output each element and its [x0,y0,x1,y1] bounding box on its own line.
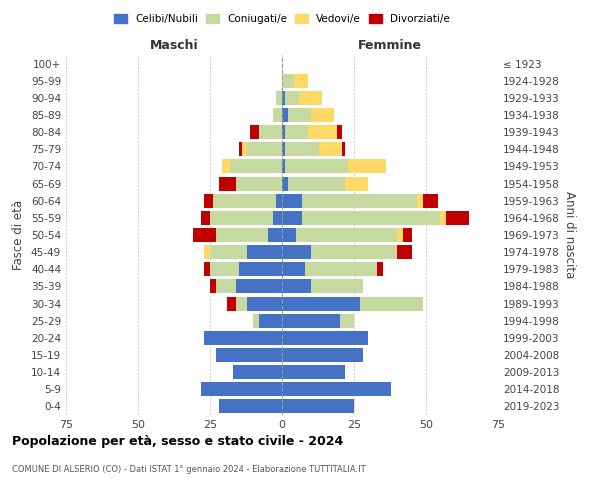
Bar [288,108,311,122]
Bar [276,194,282,207]
Bar [285,160,348,173]
Bar [210,245,247,259]
Bar [210,211,274,225]
Bar [282,382,391,396]
Bar [423,194,437,207]
Bar [282,296,360,310]
Text: Maschi: Maschi [149,38,199,52]
Bar [299,91,322,105]
Bar [282,125,285,139]
Bar [204,262,210,276]
Bar [282,211,302,225]
Text: Popolazione per età, sesso e stato civile - 2024: Popolazione per età, sesso e stato civil… [12,435,343,448]
Bar [282,160,285,173]
Legend: Celibi/Nubili, Coniugati/e, Vedovi/e, Divorziati/e: Celibi/Nubili, Coniugati/e, Vedovi/e, Di… [110,10,454,29]
Bar [311,245,397,259]
Bar [296,228,397,242]
Bar [285,142,319,156]
Bar [239,262,282,276]
Bar [236,296,247,310]
Bar [282,142,285,156]
Bar [293,74,308,88]
Bar [282,108,288,122]
Bar [239,142,242,156]
Bar [210,280,216,293]
Bar [282,74,293,88]
Bar [282,228,296,242]
Bar [340,314,354,328]
Bar [282,365,346,379]
Bar [302,211,440,225]
Bar [213,194,276,207]
Bar [282,280,311,293]
Y-axis label: Fasce di età: Fasce di età [13,200,25,270]
Bar [305,262,377,276]
Bar [242,142,247,156]
Bar [253,314,259,328]
Bar [202,382,282,396]
Bar [204,245,210,259]
Bar [302,194,418,207]
Bar [311,108,334,122]
Bar [319,142,343,156]
Bar [250,125,259,139]
Bar [397,245,412,259]
Bar [230,160,282,173]
Bar [285,91,299,105]
Bar [403,228,412,242]
Bar [274,211,282,225]
Bar [288,176,346,190]
Text: COMUNE DI ALSERIO (CO) - Dati ISTAT 1° gennaio 2024 - Elaborazione TUTTITALIA.IT: COMUNE DI ALSERIO (CO) - Dati ISTAT 1° g… [12,465,365,474]
Bar [282,400,354,413]
Bar [440,211,446,225]
Bar [343,142,346,156]
Bar [218,176,236,190]
Bar [247,245,282,259]
Bar [348,160,386,173]
Bar [418,194,423,207]
Bar [204,331,282,345]
Bar [216,228,268,242]
Bar [282,194,302,207]
Bar [247,142,282,156]
Bar [282,176,288,190]
Bar [218,400,282,413]
Bar [274,108,282,122]
Bar [216,348,282,362]
Bar [337,125,343,139]
Bar [259,314,282,328]
Bar [268,228,282,242]
Bar [247,296,282,310]
Bar [308,125,337,139]
Bar [202,211,210,225]
Bar [397,228,403,242]
Bar [204,194,213,207]
Bar [360,296,423,310]
Bar [227,296,236,310]
Bar [259,125,282,139]
Bar [282,348,362,362]
Bar [210,262,239,276]
Bar [285,125,308,139]
Bar [446,211,469,225]
Bar [233,365,282,379]
Bar [282,91,285,105]
Bar [282,245,311,259]
Bar [282,262,305,276]
Bar [221,160,230,173]
Bar [276,91,282,105]
Bar [282,331,368,345]
Bar [377,262,383,276]
Bar [193,228,216,242]
Bar [216,280,236,293]
Bar [236,176,282,190]
Bar [282,314,340,328]
Bar [346,176,368,190]
Bar [236,280,282,293]
Y-axis label: Anni di nascita: Anni di nascita [563,192,576,278]
Bar [311,280,362,293]
Text: Femmine: Femmine [358,38,422,52]
